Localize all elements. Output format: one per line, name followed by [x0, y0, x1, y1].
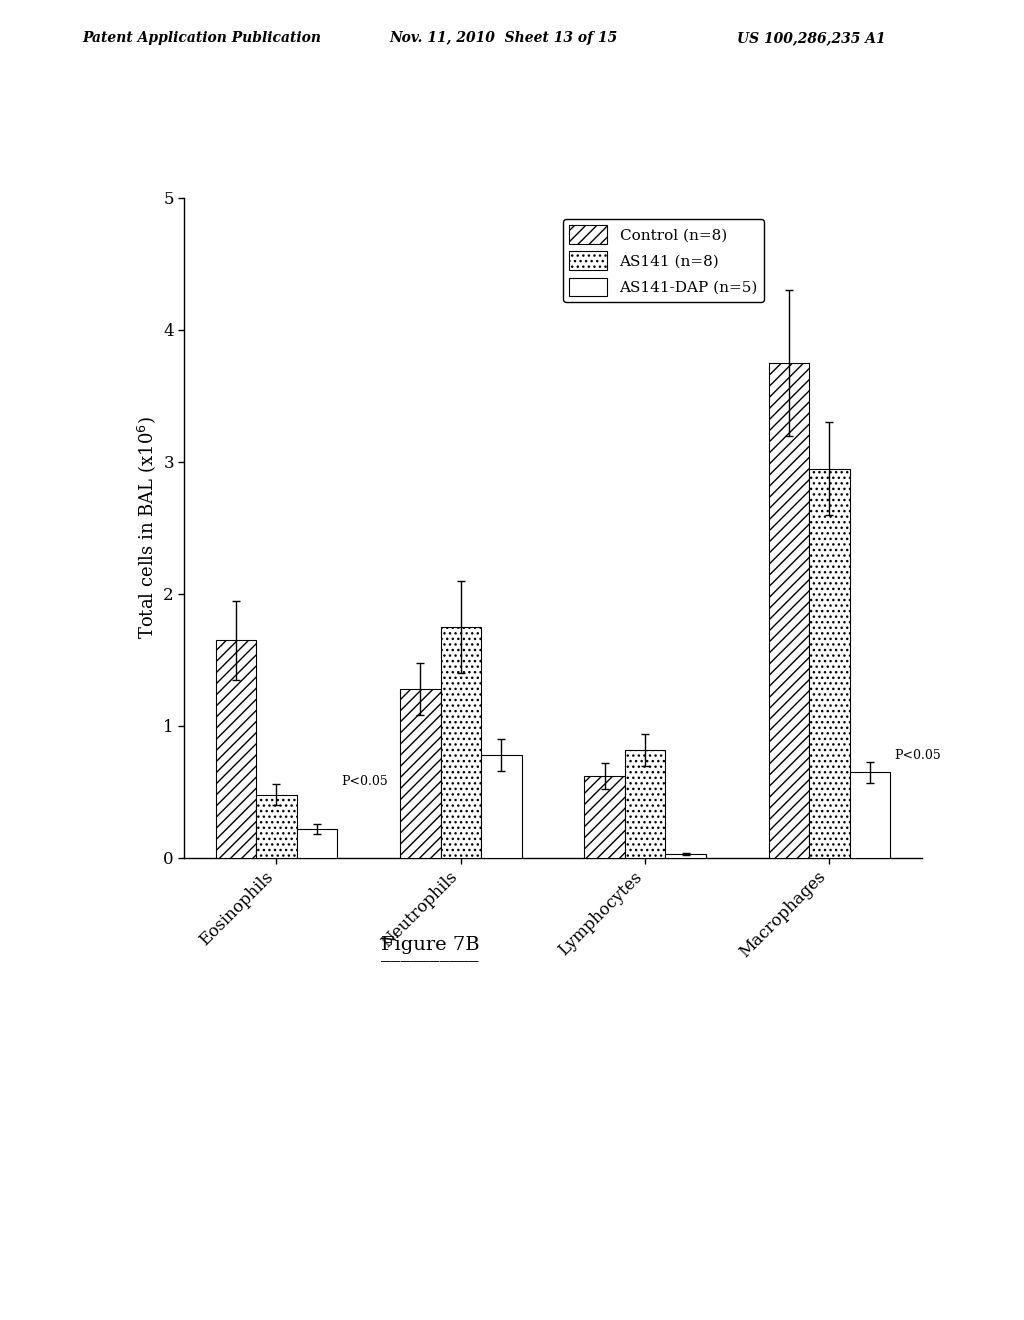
Text: Patent Application Publication: Patent Application Publication	[82, 32, 321, 45]
Bar	[440, 627, 481, 858]
Text: Figure 7B: Figure 7B	[381, 936, 479, 954]
Bar	[809, 469, 850, 858]
Legend: Control (n=8), AS141 (n=8), AS141-DAP (n=5): Control (n=8), AS141 (n=8), AS141-DAP (n…	[563, 219, 764, 302]
Bar	[256, 795, 297, 858]
Bar	[216, 640, 256, 858]
Text: Nov. 11, 2010  Sheet 13 of 15: Nov. 11, 2010 Sheet 13 of 15	[389, 32, 617, 45]
Text: __________: __________	[381, 944, 479, 962]
Bar	[400, 689, 440, 858]
Bar	[297, 829, 337, 858]
Bar	[850, 772, 890, 858]
Y-axis label: Total cells in BAL (x10$^6$): Total cells in BAL (x10$^6$)	[135, 417, 158, 639]
Text: US 100,286,235 A1: US 100,286,235 A1	[737, 32, 886, 45]
Bar	[585, 776, 625, 858]
Bar	[666, 854, 706, 858]
Text: P<0.05: P<0.05	[894, 748, 941, 762]
Text: P<0.05: P<0.05	[341, 775, 388, 788]
Bar	[625, 750, 666, 858]
Bar	[769, 363, 809, 858]
Bar	[481, 755, 521, 858]
